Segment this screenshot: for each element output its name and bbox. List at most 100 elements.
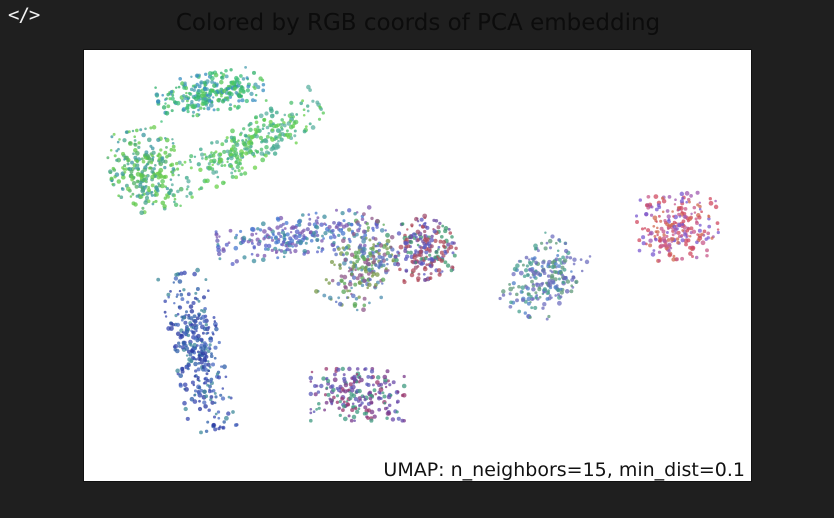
scatter-point [423,237,428,242]
scatter-point [176,167,180,171]
scatter-point [197,108,200,112]
scatter-point [667,218,671,222]
scatter-point [171,167,176,171]
scatter-point [355,259,360,264]
scatter-point [188,92,193,96]
scatter-point [270,128,275,132]
scatter-point [231,410,235,414]
scatter-point [564,248,569,254]
scatter-point [127,168,131,171]
scatter-point [363,243,367,248]
scatter-point [294,229,300,235]
scatter-point [646,194,651,199]
scatter-point [371,383,375,387]
scatter-point [211,153,216,158]
scatter-point [262,237,266,241]
scatter-point [131,201,136,206]
scatter-point [436,268,442,273]
scatter-point [185,188,189,191]
scatter-point [197,314,201,317]
scatter-point [179,271,184,276]
scatter-point [637,248,642,253]
scatter-point [128,141,132,145]
scatter-point [277,139,280,143]
scatter-point [206,362,211,367]
scatter-point [396,231,402,236]
scatter-point [306,104,310,108]
scatter-point [274,135,278,139]
scatter-point [371,245,375,250]
scatter-point [196,344,199,347]
scatter-point [165,145,168,149]
scatter-point [182,270,187,276]
scatter-point [173,348,177,352]
scatter-point [370,216,374,221]
cluster-c1 [154,66,268,123]
scatter-point [447,227,451,231]
scatter-point [707,217,711,221]
scatter-point [116,179,122,184]
scatter-point [679,199,684,204]
scatter-point [293,129,297,133]
scatter-point [124,130,129,134]
scatter-point [185,310,188,314]
code-icon[interactable]: </> [8,4,40,26]
scatter-point [335,400,340,404]
scatter-point [572,262,576,266]
scatter-point [403,249,408,253]
scatter-point [354,263,358,267]
cluster-c10 [308,366,407,423]
scatter-point [282,233,287,237]
scatter-point [254,115,259,120]
scatter-point [670,237,675,242]
scatter-point [230,262,235,266]
scatter-point [261,82,266,87]
scatter-point [222,149,227,154]
scatter-point [164,110,170,116]
scatter-point [501,293,506,297]
scatter-point [147,160,151,164]
scatter-point [385,242,389,246]
scatter-point [638,198,642,202]
scatter-point [547,314,551,319]
scatter-point [268,106,274,111]
scatter-point [373,237,378,241]
scatter-point [312,410,316,414]
scatter-point [326,392,331,397]
scatter-point [542,291,545,295]
scatter-point [351,232,356,237]
scatter-point [244,151,249,156]
scatter-point [227,241,231,245]
scatter-point [368,393,372,397]
scatter-point [430,257,435,262]
scatter-point [378,263,383,268]
scatter-point [680,233,684,238]
scatter-point [515,263,520,268]
scatter-point [154,185,158,189]
scatter-point [348,239,352,244]
scatter-point [137,167,140,171]
scatter-point [216,375,222,380]
scatter-point [207,389,212,394]
scatter-point [181,99,185,103]
scatter-point [385,250,390,256]
scatter-point [569,289,574,294]
scatter-point [650,205,654,209]
scatter-point [404,244,408,249]
scatter-point [666,214,671,219]
scatter-point [248,127,253,132]
scatter-point [527,260,532,265]
scatter-point [203,380,208,385]
scatter-point [362,229,367,234]
scatter-point [172,148,176,152]
scatter-point [139,210,145,216]
scatter-point [157,184,162,188]
scatter-point [342,274,348,280]
scatter-point [156,137,161,143]
scatter-point [302,248,307,254]
scatter-point [314,224,318,229]
scatter-point [271,122,275,126]
scatter-point [381,263,386,268]
scatter-point [382,374,388,380]
scatter-point [386,269,390,272]
